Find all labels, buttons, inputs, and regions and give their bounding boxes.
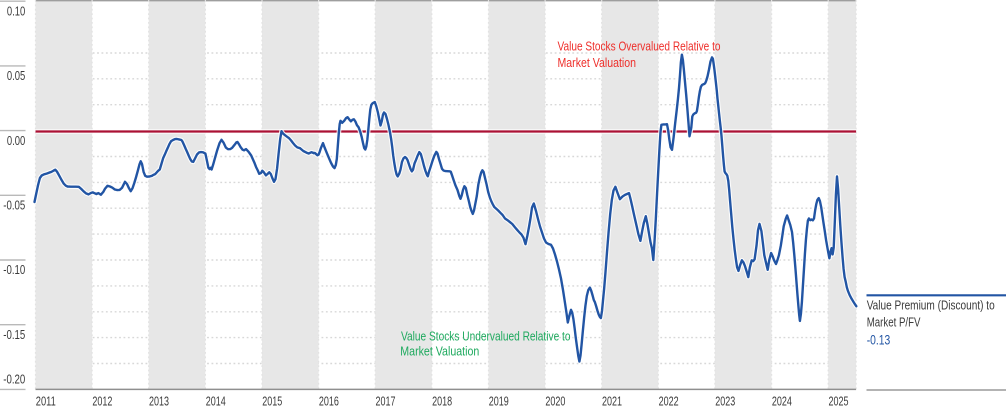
svg-text:Market Valuation: Market Valuation: [558, 55, 637, 70]
svg-text:-0.13: -0.13: [867, 333, 891, 348]
svg-text:2016: 2016: [319, 394, 339, 409]
svg-text:2022: 2022: [659, 394, 679, 409]
svg-text:2017: 2017: [376, 394, 396, 409]
svg-text:-0.20: -0.20: [3, 371, 25, 386]
svg-text:2025: 2025: [829, 394, 849, 409]
svg-text:2012: 2012: [92, 394, 112, 409]
svg-text:2013: 2013: [149, 394, 169, 409]
svg-text:2014: 2014: [206, 394, 226, 409]
svg-text:Value Premium (Discount) to: Value Premium (Discount) to: [867, 299, 995, 313]
svg-text:-0.15: -0.15: [3, 327, 25, 342]
svg-text:Value Stocks Undervalued Relat: Value Stocks Undervalued Relative to: [401, 328, 571, 343]
svg-text:Market Valuation: Market Valuation: [400, 343, 479, 358]
svg-text:2020: 2020: [545, 394, 565, 409]
svg-text:-0.10: -0.10: [3, 262, 25, 277]
svg-text:2018: 2018: [432, 394, 452, 409]
svg-text:2015: 2015: [262, 394, 282, 409]
svg-text:0.05: 0.05: [7, 68, 25, 83]
svg-text:2011: 2011: [36, 394, 56, 409]
svg-text:2024: 2024: [772, 394, 792, 409]
svg-text:-0.05: -0.05: [3, 198, 25, 213]
svg-text:0.00: 0.00: [7, 133, 25, 148]
svg-text:2021: 2021: [602, 394, 622, 409]
svg-text:Value Stocks Overvalued Relati: Value Stocks Overvalued Relative to: [558, 39, 721, 54]
svg-text:2023: 2023: [715, 394, 735, 409]
svg-text:0.10: 0.10: [7, 3, 25, 18]
svg-text:2019: 2019: [489, 394, 509, 409]
svg-text:Market P/FV: Market P/FV: [867, 316, 921, 330]
